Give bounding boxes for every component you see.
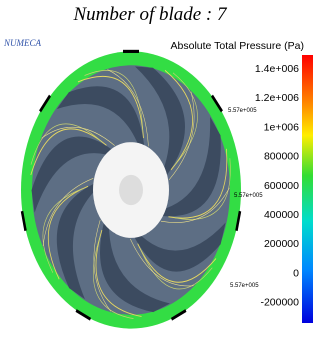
annotation: 5.57e+005 [234,193,263,199]
colorbar-label: 400000 [264,209,299,221]
logo: NUMECA [3,38,42,48]
colorbar [302,55,313,323]
colorbar-label: 600000 [264,180,299,192]
colorbar-label: -200000 [260,297,299,309]
impeller [9,38,259,344]
colorbar-label: 1.4e+006 [255,63,299,75]
colorbar-label: 800000 [264,151,299,163]
colorbar-label: 200000 [264,238,299,250]
annotation: 5.57e+005 [230,283,259,289]
colorbar-labels: 1.4e+006 1.2e+006 1e+006 800000 600000 400000… [255,63,299,309]
colorbar-label: 1e+006 [264,121,299,133]
colorbar-label: 1.2e+006 [255,92,299,104]
colorbar-label: 0 [293,267,299,279]
annotation: 5.57e+005 [228,108,257,114]
colorbar-title: Absolute Total Pressure (Pa) [171,40,304,52]
figure: Number of blade : 7 NUMECA Absolute Tota… [0,0,314,344]
title: Number of blade : 7 [72,4,228,25]
